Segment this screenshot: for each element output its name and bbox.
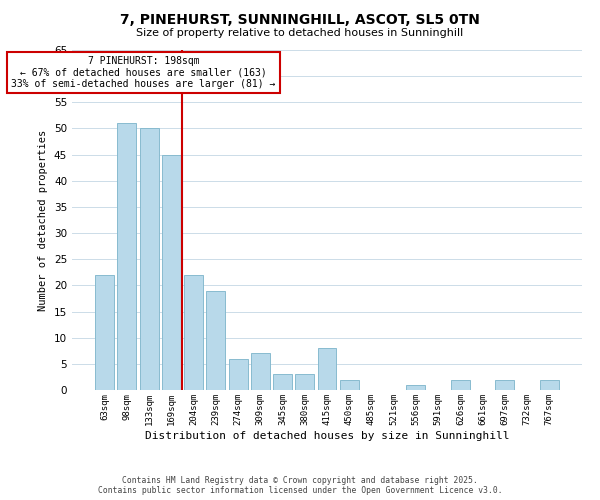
Text: 7 PINEHURST: 198sqm
← 67% of detached houses are smaller (163)
33% of semi-detac: 7 PINEHURST: 198sqm ← 67% of detached ho… (11, 56, 276, 90)
Bar (140, 128, 158, 390)
Bar (251, 354, 270, 390)
Y-axis label: Number of detached properties: Number of detached properties (38, 130, 49, 310)
Bar (340, 380, 359, 390)
Bar (206, 290, 225, 390)
Text: Contains HM Land Registry data © Crown copyright and database right 2025.
Contai: Contains HM Land Registry data © Crown c… (98, 476, 502, 495)
Bar (229, 358, 248, 390)
Bar (317, 348, 337, 390)
Bar (184, 275, 203, 390)
Text: Size of property relative to detached houses in Sunninghill: Size of property relative to detached ho… (136, 28, 464, 38)
Bar (540, 380, 559, 390)
Bar (95, 275, 114, 390)
Text: 7, PINEHURST, SUNNINGHILL, ASCOT, SL5 0TN: 7, PINEHURST, SUNNINGHILL, ASCOT, SL5 0T… (120, 12, 480, 26)
Bar (273, 374, 292, 390)
Bar (451, 380, 470, 390)
Bar (406, 385, 425, 390)
Bar (295, 374, 314, 390)
Bar (118, 123, 136, 390)
Bar (162, 154, 181, 390)
Bar (496, 380, 514, 390)
X-axis label: Distribution of detached houses by size in Sunninghill: Distribution of detached houses by size … (145, 430, 509, 440)
